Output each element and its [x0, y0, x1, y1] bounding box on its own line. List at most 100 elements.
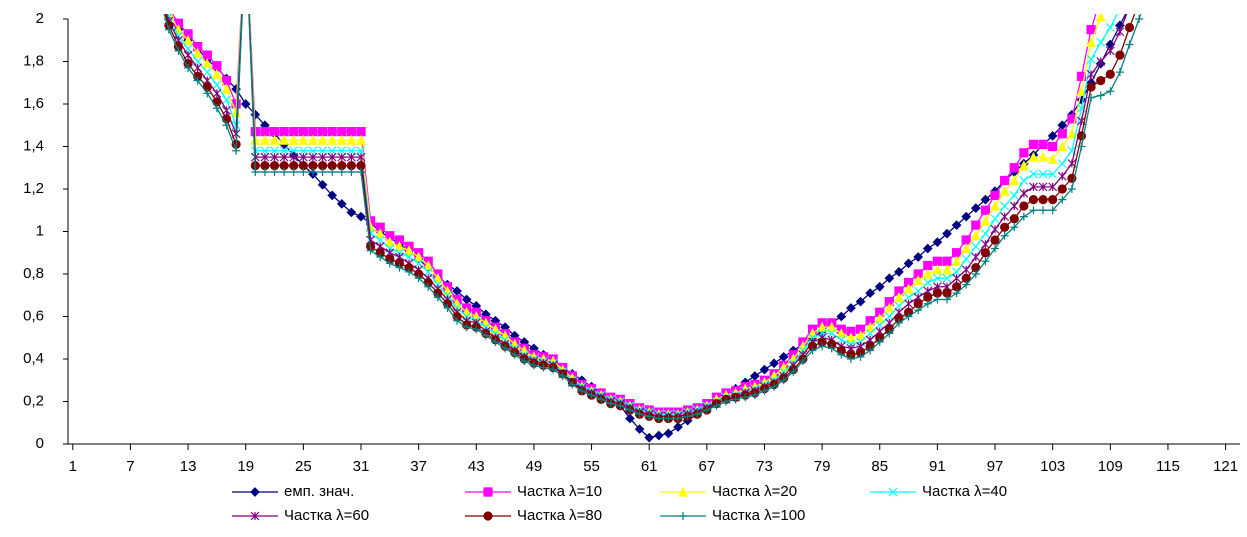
marker	[1010, 223, 1019, 232]
marker	[462, 323, 471, 332]
marker	[932, 237, 943, 247]
marker	[1096, 91, 1105, 100]
marker	[250, 511, 260, 521]
marker	[318, 168, 327, 176]
marker	[980, 248, 991, 258]
marker	[971, 220, 981, 230]
marker	[798, 346, 808, 355]
marker	[1067, 185, 1076, 193]
marker	[384, 236, 395, 247]
marker	[683, 412, 692, 421]
marker	[951, 220, 962, 230]
marker	[693, 410, 702, 419]
marker	[866, 346, 875, 355]
marker	[1086, 82, 1096, 92]
marker	[414, 274, 423, 283]
marker	[904, 299, 913, 309]
marker	[1038, 169, 1048, 179]
marker	[327, 190, 338, 201]
marker	[808, 346, 817, 355]
marker	[884, 273, 895, 284]
marker	[558, 372, 567, 380]
y-tick-label: 0,6	[23, 307, 44, 324]
marker	[1097, 0, 1105, 2]
marker	[865, 316, 875, 326]
marker	[903, 283, 914, 294]
marker	[981, 257, 990, 266]
marker	[1115, 50, 1125, 60]
marker	[1028, 195, 1039, 205]
marker	[270, 152, 279, 162]
marker	[328, 168, 337, 176]
marker	[664, 414, 673, 423]
marker	[846, 326, 856, 336]
series-line	[163, 14, 1142, 420]
marker	[846, 355, 855, 363]
y-tick-label: 1	[36, 222, 44, 239]
marker	[914, 306, 923, 315]
marker	[1000, 231, 1009, 240]
marker	[211, 68, 222, 79]
series-line	[171, 14, 1097, 413]
marker	[942, 256, 952, 266]
marker	[1000, 175, 1010, 186]
marker	[913, 275, 924, 285]
marker	[1096, 57, 1106, 66]
marker	[308, 127, 318, 137]
x-tick-label: 103	[1040, 458, 1065, 475]
marker	[663, 428, 674, 439]
marker	[164, 25, 173, 34]
marker	[1096, 76, 1106, 86]
series-line	[163, 14, 1127, 439]
marker	[817, 337, 827, 347]
marker	[750, 371, 760, 381]
marker	[327, 152, 337, 162]
marker	[1048, 206, 1057, 215]
marker	[922, 268, 933, 279]
marker	[932, 288, 942, 298]
marker	[653, 430, 664, 441]
marker	[404, 252, 414, 262]
marker	[1038, 151, 1049, 162]
marker	[1086, 25, 1096, 35]
marker	[904, 312, 913, 321]
marker	[673, 422, 683, 432]
marker	[942, 228, 952, 239]
marker	[952, 248, 962, 258]
marker	[250, 487, 260, 497]
marker	[270, 168, 279, 176]
marker	[308, 161, 318, 171]
marker	[222, 95, 231, 105]
marker	[520, 357, 529, 366]
marker	[990, 190, 1000, 200]
marker	[932, 256, 942, 266]
x-tick-label: 31	[353, 458, 370, 475]
marker	[1077, 142, 1086, 151]
marker	[961, 243, 972, 254]
marker	[385, 231, 395, 241]
marker	[971, 252, 981, 262]
marker	[679, 512, 687, 520]
marker	[893, 292, 904, 302]
marker	[1028, 139, 1039, 149]
marker	[260, 127, 270, 137]
marker	[356, 152, 366, 162]
marker	[174, 31, 183, 41]
marker	[308, 152, 318, 162]
marker	[414, 258, 424, 268]
marker	[288, 134, 299, 145]
marker	[568, 380, 577, 389]
marker	[846, 303, 856, 313]
y-tick-label: 0,2	[23, 392, 44, 409]
marker	[192, 47, 203, 58]
marker	[289, 152, 299, 162]
marker	[346, 146, 356, 156]
marker	[202, 50, 212, 60]
marker	[165, 4, 173, 12]
marker	[856, 352, 865, 361]
marker	[289, 146, 299, 156]
marker	[1086, 37, 1097, 47]
x-tick-label: 67	[698, 458, 715, 475]
marker	[452, 303, 462, 313]
